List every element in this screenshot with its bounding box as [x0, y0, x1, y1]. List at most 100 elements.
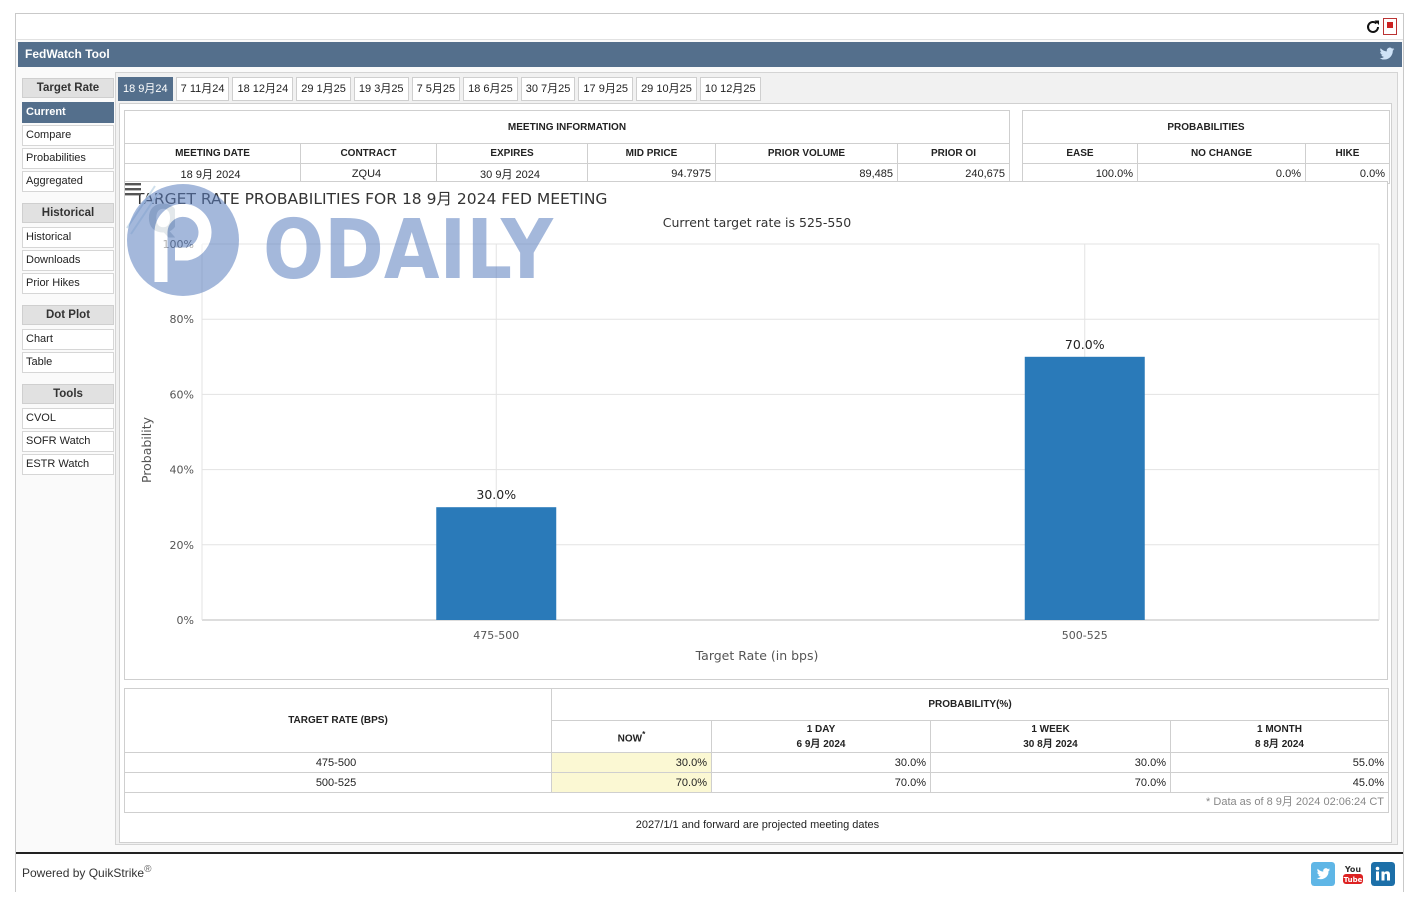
rate-cell: 500-525: [124, 772, 552, 793]
sidebar-item-sofr-watch[interactable]: SOFR Watch: [22, 431, 114, 452]
probabilities-header: PROBABILITIES: [1022, 110, 1390, 144]
sidebar-header-target-rate: Target Rate: [22, 78, 114, 98]
refresh-icon[interactable]: [1365, 19, 1381, 35]
table-row: 500-525 70.0% 70.0% 70.0% 45.0%: [124, 772, 1389, 793]
quikstrike-link[interactable]: QuikStrike: [88, 866, 145, 880]
bar: [436, 507, 557, 620]
sidebar-item-cvol[interactable]: CVOL: [22, 408, 114, 429]
month-cell: 45.0%: [1170, 772, 1389, 793]
now-label: NOW: [617, 733, 643, 745]
x-tick-label: 475-500: [473, 629, 519, 642]
tab-meeting[interactable]: 18 9月24: [118, 77, 173, 101]
x-axis-title: Target Rate (in bps): [695, 648, 819, 663]
column-header: HIKE: [1305, 143, 1390, 164]
column-header: EASE: [1022, 143, 1138, 164]
tab-meeting[interactable]: 18 6月25: [463, 77, 518, 101]
powered-by-label: Powered by: [22, 866, 86, 880]
meeting-tabs: 18 9月24 7 11月24 18 12月24 29 1月25 19 3月25…: [118, 77, 764, 102]
twitter-icon[interactable]: [1379, 47, 1395, 61]
main-content: 18 9月24 7 11月24 18 12月24 29 1月25 19 3月25…: [115, 72, 1398, 845]
month-cell: 55.0%: [1170, 752, 1389, 773]
column-header: CONTRACT: [300, 143, 437, 164]
sidebar-header-historical: Historical: [22, 203, 114, 223]
rate-probability-table: TARGET RATE (BPS) PROBABILITY(%) NOW* 1 …: [124, 688, 1389, 813]
y-tick-label: 0%: [177, 614, 194, 627]
tab-meeting[interactable]: 7 5月25: [411, 77, 461, 101]
prior-volume-value: 89,485: [715, 163, 898, 184]
y-tick-label: 80%: [170, 313, 194, 326]
projected-dates-note: 2027/1/1 and forward are projected meeti…: [635, 819, 880, 831]
now-cell: 70.0%: [551, 772, 712, 793]
pdf-icon[interactable]: [1383, 18, 1397, 35]
data-label: 70.0%: [1065, 337, 1105, 352]
week-cell: 70.0%: [930, 772, 1171, 793]
footer: Powered by QuikStrike® You Tube: [16, 852, 1403, 892]
sidebar-item-downloads[interactable]: Downloads: [22, 250, 114, 271]
column-header: MID PRICE: [587, 143, 716, 164]
tab-meeting[interactable]: 18 12月24: [232, 77, 294, 101]
content-panel: MEETING INFORMATION MEETING DATE CONTRAC…: [119, 103, 1392, 843]
one-week-header: 1 WEEK 30 8月 2024: [930, 720, 1171, 753]
one-week-label: 1 WEEK: [1031, 723, 1070, 735]
youtube-icon[interactable]: You Tube: [1341, 862, 1365, 886]
target-rate-header: TARGET RATE (BPS): [124, 688, 552, 753]
sidebar-item-chart[interactable]: Chart: [22, 329, 114, 350]
meeting-information-table: MEETING INFORMATION MEETING DATE CONTRAC…: [124, 110, 1010, 184]
x-tick-label: 500-525: [1062, 629, 1108, 642]
probabilities-table: PROBABILITIES EASE NO CHANGE HIKE 100.0%…: [1022, 110, 1390, 184]
odaily-watermark-text: ODAILY: [263, 203, 554, 298]
top-toolbar: [16, 14, 1403, 40]
rate-cell: 475-500: [124, 752, 552, 773]
sidebar-item-aggregated[interactable]: Aggregated: [22, 171, 114, 192]
chart-title: TARGET RATE PROBABILITIES FOR 18 9月 2024…: [134, 190, 607, 208]
tab-meeting[interactable]: 30 7月25: [520, 77, 576, 101]
linkedin-icon[interactable]: [1371, 862, 1395, 886]
one-day-date: 6 9月 2024: [796, 738, 846, 750]
sidebar-item-probabilities[interactable]: Probabilities: [22, 148, 114, 169]
column-header: NO CHANGE: [1137, 143, 1306, 164]
week-cell: 30.0%: [930, 752, 1171, 773]
one-day-label: 1 DAY: [806, 723, 836, 735]
tab-meeting[interactable]: 10 12月25: [699, 77, 761, 101]
svg-text:You: You: [1344, 865, 1362, 874]
y-tick-label: 40%: [170, 464, 194, 477]
tab-meeting[interactable]: 19 3月25: [353, 77, 409, 101]
app-title: FedWatch Tool: [25, 47, 110, 61]
hike-value: 0.0%: [1305, 163, 1390, 184]
odaily-watermark: ODAILY: [127, 184, 554, 298]
probability-header: PROBABILITY(%): [551, 688, 1389, 721]
one-month-header: 1 MONTH 8 8月 2024: [1170, 720, 1389, 753]
column-header: EXPIRES: [436, 143, 588, 164]
sidebar-header-tools: Tools: [22, 384, 114, 404]
table-row: 475-500 30.0% 30.0% 30.0% 55.0%: [124, 752, 1389, 773]
sidebar-item-historical[interactable]: Historical: [22, 227, 114, 248]
sidebar-item-table[interactable]: Table: [22, 352, 114, 373]
tab-meeting[interactable]: 7 11月24: [175, 77, 230, 101]
column-header: PRIOR VOLUME: [715, 143, 898, 164]
app-titlebar: FedWatch Tool: [18, 42, 1402, 67]
svg-text:Tube: Tube: [1344, 876, 1363, 884]
powered-by: Powered by QuikStrike®: [22, 864, 151, 880]
day-cell: 70.0%: [711, 772, 931, 793]
sidebar: Target Rate Current Compare Probabilitie…: [22, 78, 114, 477]
twitter-icon[interactable]: [1311, 862, 1335, 886]
y-tick-label: 60%: [170, 388, 194, 401]
chart-menu-icon[interactable]: [125, 182, 141, 196]
tab-meeting[interactable]: 29 10月25: [636, 77, 697, 101]
column-header: MEETING DATE: [124, 143, 301, 164]
one-month-date: 8 8月 2024: [1255, 738, 1304, 750]
registered-mark: ®: [144, 864, 152, 875]
sidebar-item-current[interactable]: Current: [22, 102, 114, 123]
now-header: NOW*: [551, 720, 712, 753]
meeting-information-header: MEETING INFORMATION: [124, 110, 1010, 144]
sidebar-item-compare[interactable]: Compare: [22, 125, 114, 146]
sidebar-item-prior-hikes[interactable]: Prior Hikes: [22, 273, 114, 294]
tab-meeting[interactable]: 17 9月25: [578, 77, 634, 101]
tab-meeting[interactable]: 29 1月25: [296, 77, 351, 101]
column-header: PRIOR OI: [897, 143, 1010, 164]
now-cell: 30.0%: [551, 752, 712, 773]
sidebar-item-estr-watch[interactable]: ESTR Watch: [22, 454, 114, 475]
one-day-header: 1 DAY 6 9月 2024: [711, 720, 931, 753]
data-label: 30.0%: [476, 487, 516, 502]
one-month-label: 1 MONTH: [1257, 723, 1302, 735]
